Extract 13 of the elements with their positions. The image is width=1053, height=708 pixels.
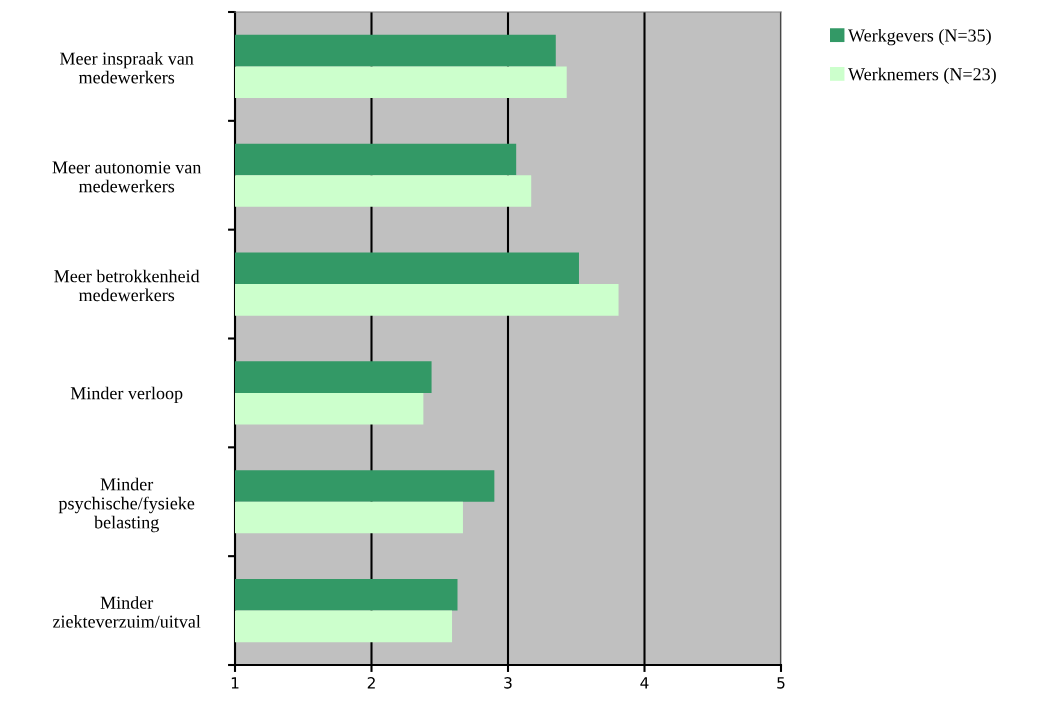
- y-tick-label: Minder psychische/fysieke belasting: [58, 477, 195, 533]
- y-tick-label: Meer betrokkenheid medewerkers: [54, 269, 200, 302]
- y-tick-label: Meer inspraak van medewerkers: [60, 51, 194, 84]
- y-tick-label: Meer autonomie van medewerkers: [52, 161, 202, 193]
- legend-label: Werknemers (N=23): [848, 67, 996, 85]
- y-tick-label: Minder verloop: [70, 386, 183, 404]
- x-tick-label: 4: [640, 677, 649, 689]
- x-tick-label: 1: [231, 677, 239, 689]
- y-tick-label: Minder ziekteverzuim/uitval: [52, 596, 201, 628]
- x-tick-label: 2: [367, 677, 375, 689]
- x-tick-label: 3: [504, 677, 512, 689]
- legend-label: Werkgevers (N=35): [848, 28, 991, 46]
- x-tick-label: 5: [777, 677, 785, 689]
